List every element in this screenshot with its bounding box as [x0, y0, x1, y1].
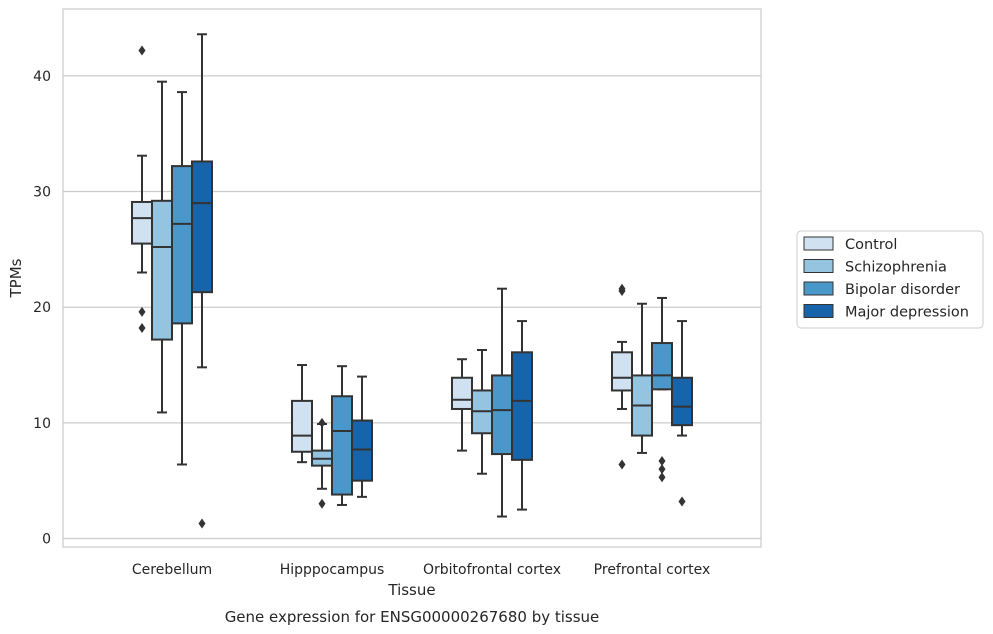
- outlier-point: [138, 45, 146, 56]
- boxes-layer: [131, 33, 693, 529]
- box-bipolar-disorder: [651, 296, 673, 483]
- box-iqr: [191, 160, 213, 294]
- legend-label: Schizophrenia: [845, 260, 947, 276]
- x-tick-label: Orbitofrontal cortex: [423, 562, 561, 578]
- x-tick-label: Cerebellum: [132, 562, 212, 578]
- box-iqr: [491, 374, 513, 456]
- chart-caption: Gene expression for ENSG00000267680 by t…: [225, 608, 600, 626]
- plot-frame: [62, 8, 762, 548]
- outlier-point: [138, 306, 146, 317]
- y-tick-label: 20: [33, 300, 51, 316]
- legend-label: Control: [845, 237, 897, 253]
- box-major-depression: [351, 375, 373, 498]
- box-iqr: [671, 376, 693, 427]
- y-tick-label: 0: [42, 532, 51, 548]
- box-iqr: [291, 399, 313, 453]
- box-control: [131, 45, 153, 334]
- box-control: [611, 283, 633, 470]
- legend-frame: [796, 230, 984, 329]
- outlier-point: [658, 456, 666, 467]
- outlier-point: [658, 464, 666, 475]
- legend-swatch: [803, 304, 834, 318]
- box-major-depression: [511, 320, 533, 511]
- outlier-point: [678, 496, 686, 507]
- box-schizophrenia: [311, 417, 333, 509]
- y-tick-labels: 0 10 20 30 40: [33, 69, 51, 548]
- outlier-point: [138, 323, 146, 334]
- y-tick-label: 10: [33, 416, 51, 432]
- box-iqr: [451, 376, 473, 410]
- box-bipolar-disorder: [331, 365, 353, 506]
- box-iqr: [151, 199, 173, 341]
- box-bipolar-disorder: [491, 287, 513, 518]
- y-axis-title: TPMs: [7, 258, 25, 298]
- box-control: [451, 358, 473, 452]
- box-schizophrenia: [631, 302, 653, 454]
- x-tick-label: Hipppocampus: [280, 562, 385, 578]
- outlier-point: [318, 498, 326, 509]
- y-tick-label: 30: [33, 185, 51, 201]
- box-iqr: [351, 419, 373, 482]
- box-schizophrenia: [471, 348, 493, 475]
- box-iqr: [511, 351, 533, 461]
- outlier-point: [198, 518, 206, 529]
- y-tick-label: 40: [33, 69, 51, 85]
- box-iqr: [651, 342, 673, 391]
- outlier-point: [618, 459, 626, 470]
- legend-swatch: [803, 259, 834, 273]
- legend-swatch: [803, 281, 834, 296]
- x-tick-labels: Cerebellum Hipppocampus Orbitofrontal cort…: [132, 562, 710, 578]
- legend-swatch: [803, 236, 834, 251]
- box-major-depression: [191, 33, 213, 529]
- box-iqr: [171, 165, 193, 325]
- outlier-point: [658, 472, 666, 483]
- outlier-point: [618, 286, 626, 297]
- box-iqr: [131, 200, 153, 245]
- box-schizophrenia: [151, 80, 173, 414]
- box-iqr: [611, 351, 633, 392]
- x-axis-title: Tissue: [387, 581, 435, 599]
- legend-label: Major depression: [845, 305, 969, 321]
- box-iqr: [331, 395, 353, 496]
- box-major-depression: [671, 320, 693, 507]
- x-tick-label: Prefrontal cortex: [594, 562, 711, 578]
- legend: Control Schizophrenia Bipolar disorder Majo…: [796, 230, 984, 329]
- box-control: [291, 364, 313, 464]
- outlier-point: [318, 417, 326, 428]
- legend-label: Bipolar disorder: [845, 282, 960, 298]
- box-bipolar-disorder: [171, 91, 193, 466]
